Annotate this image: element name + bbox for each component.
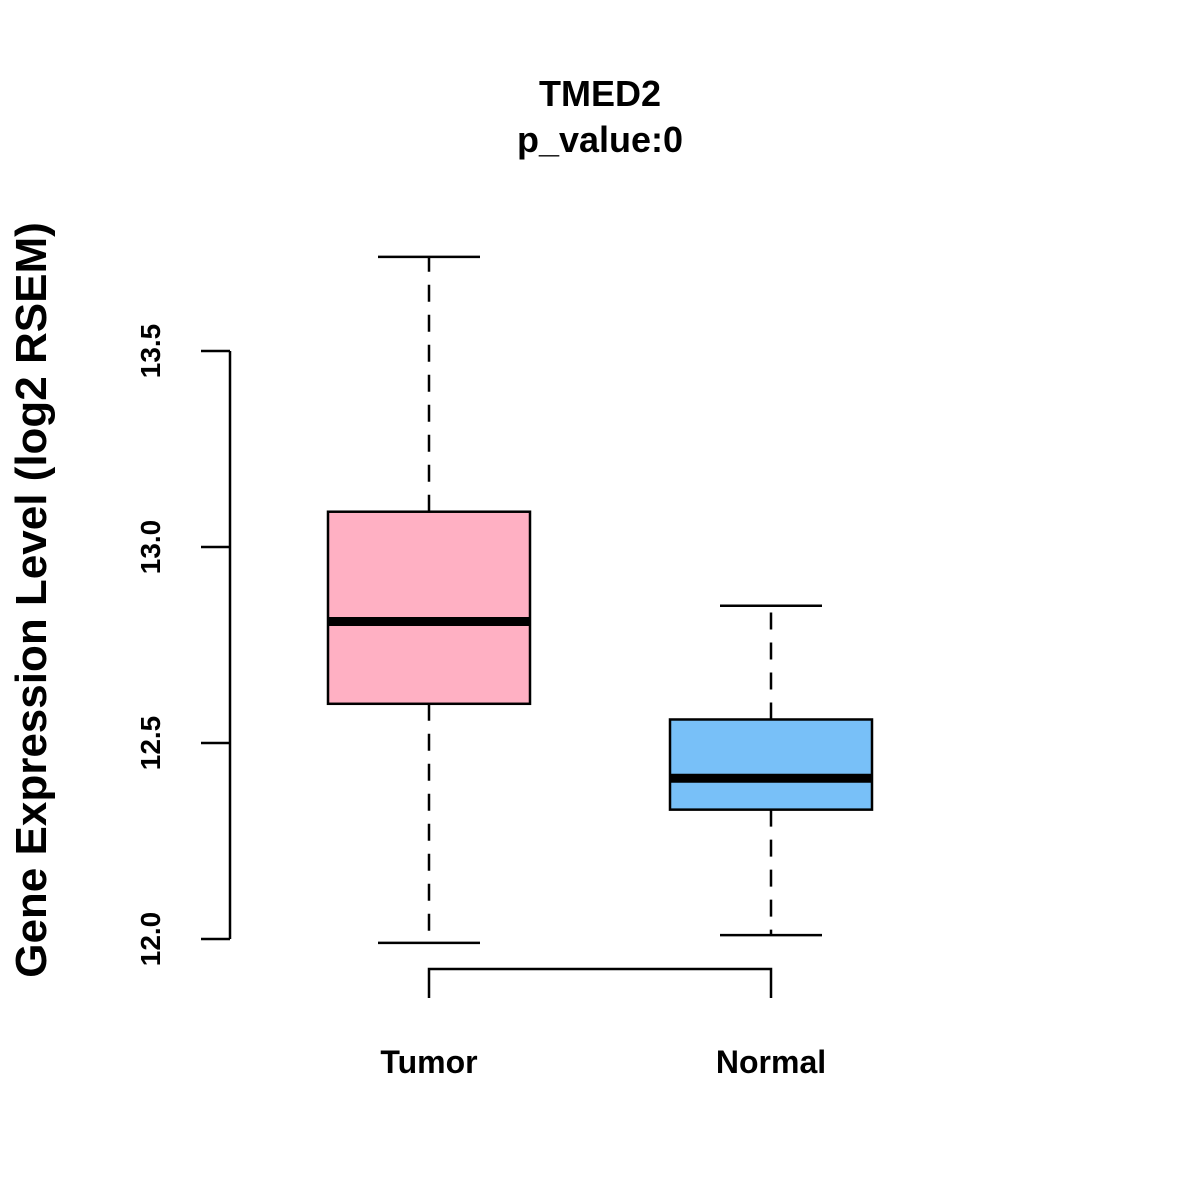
x-axis-labels: Tumor Normal [380,1044,826,1080]
y-tick-label: 13.5 [135,324,166,379]
box-tumor [326,255,532,945]
y-tick-label: 13.0 [135,520,166,575]
x-tick-label-normal: Normal [716,1044,826,1080]
y-tick-label: 12.0 [135,912,166,967]
iqr-box [668,718,874,811]
bracket-line [427,967,773,998]
iqr-box [326,510,532,706]
comparison-bracket [427,967,773,998]
box-normal [668,604,874,937]
y-tick-label: 12.5 [135,716,166,771]
y-axis-label: Gene Expression Level (log2 RSEM) [7,222,56,978]
chart-title: TMED2 [539,73,661,114]
chart-subtitle: p_value:0 [517,119,683,160]
boxes-group [326,255,874,945]
y-axis: 12.0 12.5 13.0 13.5 [135,324,232,967]
x-tick-label-tumor: Tumor [380,1044,477,1080]
